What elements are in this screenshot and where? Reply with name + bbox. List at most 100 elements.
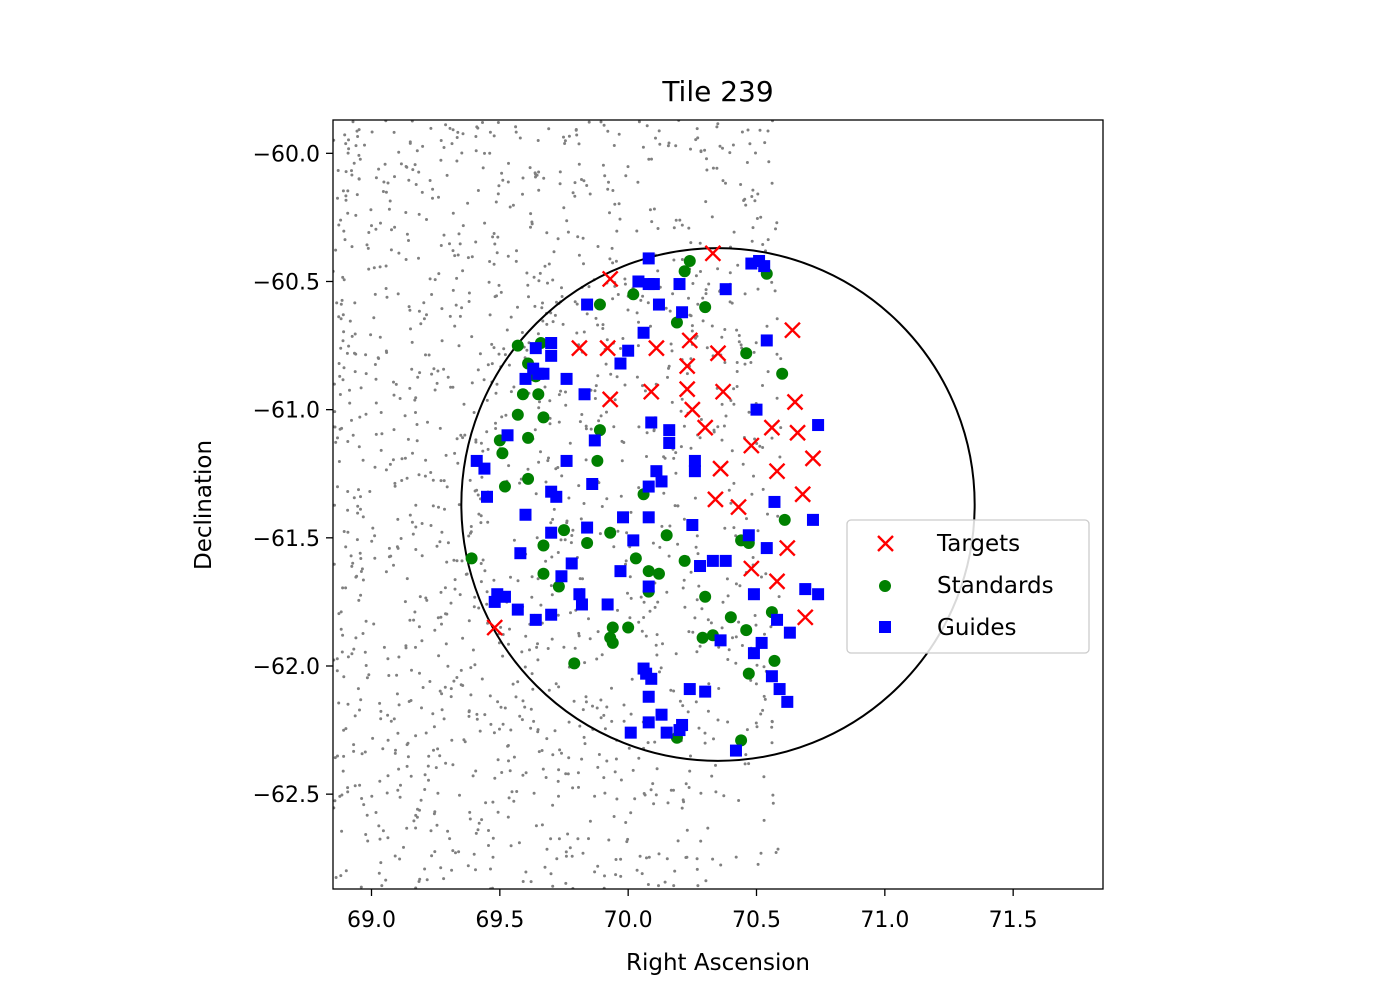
background-star — [721, 146, 724, 150]
background-star — [574, 128, 578, 132]
legend-marker-targets — [877, 535, 894, 552]
background-star — [344, 586, 348, 590]
point-guides — [642, 690, 655, 703]
background-star — [388, 462, 392, 466]
background-star — [514, 259, 518, 263]
background-star — [384, 468, 388, 472]
background-star — [596, 765, 600, 769]
background-star — [352, 749, 356, 753]
background-star — [373, 465, 377, 469]
background-star — [394, 748, 397, 752]
background-star — [412, 819, 416, 823]
background-star — [343, 133, 347, 137]
background-star — [705, 346, 709, 350]
background-star — [750, 195, 754, 198]
background-star — [414, 503, 418, 507]
point-guides — [560, 372, 573, 385]
point-guides — [806, 513, 819, 526]
background-star — [455, 437, 459, 441]
background-star — [762, 818, 766, 822]
background-star — [696, 552, 700, 556]
background-star — [679, 445, 683, 449]
point-targets — [794, 485, 812, 503]
background-star — [501, 654, 505, 658]
background-star — [520, 331, 524, 334]
background-star — [529, 225, 532, 229]
background-star — [424, 353, 427, 357]
background-star — [682, 424, 686, 428]
point-guides — [683, 683, 696, 696]
point-guides — [652, 298, 665, 311]
background-star — [399, 162, 403, 166]
background-star — [600, 505, 604, 508]
background-star — [397, 703, 401, 707]
background-star — [423, 867, 427, 871]
background-star — [699, 149, 703, 153]
background-star — [454, 303, 458, 307]
background-star — [376, 356, 380, 360]
background-star — [585, 312, 589, 316]
background-star — [641, 145, 645, 149]
background-star — [664, 306, 668, 310]
background-star — [344, 142, 348, 146]
background-star — [361, 632, 365, 635]
background-star — [638, 854, 642, 858]
background-star — [357, 128, 361, 132]
background-star — [369, 333, 373, 337]
background-star — [562, 135, 565, 139]
point-targets — [696, 419, 714, 436]
background-star — [565, 521, 569, 525]
background-star — [612, 815, 616, 818]
background-star — [367, 673, 371, 677]
background-star — [734, 534, 738, 538]
background-star — [588, 819, 592, 823]
point-standards — [552, 580, 565, 593]
background-star — [358, 783, 362, 787]
background-star — [637, 486, 641, 490]
background-star — [529, 880, 533, 884]
background-star — [593, 870, 597, 874]
background-star — [341, 769, 345, 773]
background-star — [571, 191, 575, 195]
background-star — [399, 537, 403, 540]
background-star — [614, 259, 618, 263]
point-targets — [486, 619, 504, 636]
background-star — [729, 501, 733, 505]
background-star — [721, 179, 725, 183]
background-star — [355, 129, 359, 133]
background-star — [625, 531, 629, 535]
point-standards — [776, 367, 789, 380]
background-star — [488, 260, 492, 263]
background-star — [346, 490, 350, 493]
point-guides — [637, 326, 650, 339]
point-standards — [537, 567, 550, 580]
background-star — [646, 741, 650, 745]
point-guides — [760, 334, 773, 347]
point-guides — [655, 708, 668, 721]
point-guides — [545, 337, 558, 350]
background-star — [350, 245, 354, 249]
background-star — [715, 125, 719, 129]
background-star — [557, 393, 561, 397]
background-star — [491, 235, 495, 239]
background-star — [647, 855, 651, 859]
background-star — [600, 653, 604, 657]
point-targets — [704, 244, 722, 262]
background-star — [546, 647, 550, 650]
background-star — [496, 121, 500, 124]
background-star — [678, 218, 682, 222]
background-star — [477, 821, 481, 825]
background-star — [450, 142, 454, 146]
background-star — [440, 708, 444, 712]
background-star — [563, 139, 567, 143]
background-star — [475, 717, 479, 721]
background-star — [340, 793, 344, 797]
background-star — [674, 652, 678, 656]
background-star — [769, 625, 773, 629]
background-star — [674, 451, 678, 455]
background-star — [550, 555, 554, 559]
background-star — [444, 642, 448, 646]
background-star — [667, 141, 671, 145]
background-star — [776, 847, 780, 851]
